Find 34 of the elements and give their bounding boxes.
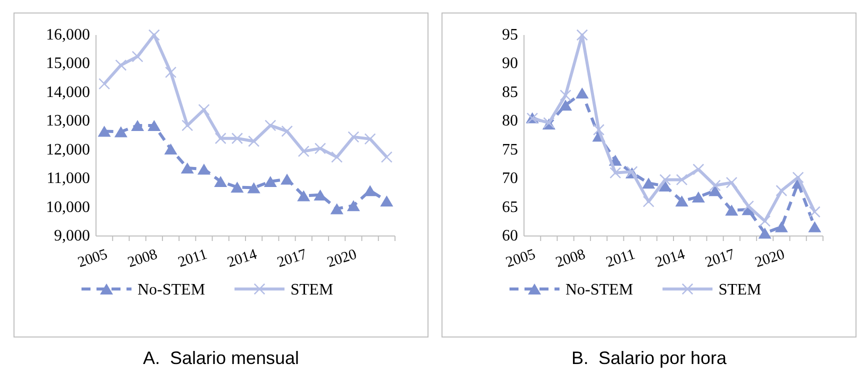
x-tick-label: 2014 [226, 246, 260, 272]
y-tick-label: 14,000 [46, 84, 90, 101]
y-tick-label: 11,000 [46, 170, 90, 188]
legend-label: No-STEM [566, 282, 634, 299]
x-tick-label: 2017 [275, 246, 310, 272]
x-tick-label: 2017 [703, 246, 738, 272]
y-tick-label: 15,000 [46, 55, 90, 72]
x-tick-label: 2005 [76, 246, 110, 272]
legend-label: STEM [290, 282, 334, 299]
y-tick-label: 16,000 [46, 26, 90, 44]
y-tick-label: 13,000 [46, 112, 90, 130]
text: B. Salario por hora [571, 348, 728, 368]
y-tick-label: 65 [502, 198, 518, 216]
x-tick-label: 2020 [325, 246, 359, 272]
x-tick-label: 2011 [176, 246, 210, 271]
x-tick-label: 2008 [126, 246, 160, 272]
x-tick-label: 2020 [753, 246, 787, 272]
y-tick-label: 75 [502, 141, 518, 158]
y-tick-label: 9,000 [54, 228, 90, 244]
y-tick-label: 95 [502, 26, 518, 44]
text: A. Salario mensual [142, 348, 300, 368]
y-tick-label: 70 [502, 170, 518, 188]
x-tick-label: 2014 [654, 246, 688, 272]
y-tick-label: 10,000 [46, 198, 90, 216]
legend-label: STEM [718, 282, 762, 299]
y-tick-label: 60 [502, 228, 518, 244]
x-tick-label: 2005 [504, 246, 538, 272]
y-tick-label: 90 [502, 55, 518, 72]
x-tick-label: 2008 [554, 246, 588, 272]
y-tick-label: 85 [502, 84, 518, 101]
y-tick-label: 80 [502, 112, 518, 130]
x-tick-label: 2011 [604, 246, 638, 271]
y-tick-label: 12,000 [46, 141, 90, 158]
legend-label: No-STEM [138, 282, 206, 299]
